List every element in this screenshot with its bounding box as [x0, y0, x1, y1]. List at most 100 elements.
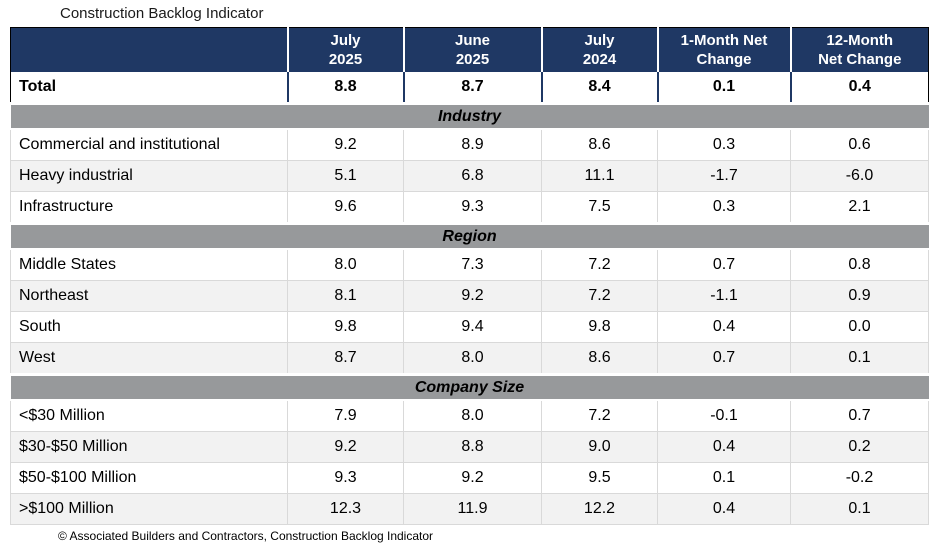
value-cell: 9.5 [541, 462, 658, 494]
row-label: >$100 Million [10, 493, 288, 525]
value-cell: 0.9 [790, 280, 929, 312]
value-cell: 0.8 [790, 248, 929, 281]
value-cell: 9.8 [287, 311, 404, 343]
value-cell: 0.1 [790, 342, 929, 375]
value-cell: 9.2 [403, 280, 542, 312]
value-cell: 0.4 [657, 431, 791, 463]
row-label: Commercial and institutional [10, 128, 288, 161]
table-row: $30-$50 Million 9.2 8.8 9.0 0.4 0.2 [10, 431, 929, 463]
value-cell: 2.1 [790, 191, 929, 224]
row-label: Total [10, 72, 288, 104]
value-cell: -0.1 [657, 399, 791, 432]
value-cell: 8.6 [541, 128, 658, 161]
backlog-table: July 2025 June 2025 July 2024 1-Month Ne… [10, 27, 929, 525]
value-cell: 8.0 [403, 399, 542, 432]
value-cell: 7.3 [403, 248, 542, 281]
value-cell: 9.3 [403, 191, 542, 224]
section-band-industry: Industry [10, 102, 929, 130]
value-cell: 8.7 [402, 72, 542, 104]
column-header-july-2024: July 2024 [540, 27, 658, 72]
column-header-june-2025: June 2025 [402, 27, 542, 72]
row-label: Northeast [10, 280, 288, 312]
value-cell: 7.2 [541, 280, 658, 312]
value-cell: 0.6 [790, 128, 929, 161]
row-label: $30-$50 Million [10, 431, 288, 463]
value-cell: 11.9 [403, 493, 542, 525]
value-cell: 8.8 [286, 72, 404, 104]
value-cell: 8.7 [287, 342, 404, 375]
section-band-label: Company Size [10, 373, 929, 401]
value-cell: 8.9 [403, 128, 542, 161]
value-cell: 0.3 [657, 191, 791, 224]
value-cell: 11.1 [541, 160, 658, 192]
header-row: July 2025 June 2025 July 2024 1-Month Ne… [10, 27, 929, 72]
value-cell: 9.3 [287, 462, 404, 494]
value-cell: 8.0 [403, 342, 542, 375]
value-cell: 5.1 [287, 160, 404, 192]
value-cell: 9.6 [287, 191, 404, 224]
value-cell: -0.2 [790, 462, 929, 494]
section-band-region: Region [10, 222, 929, 250]
column-header-1-month-net-change: 1-Month Net Change [656, 27, 791, 72]
value-cell: 0.4 [657, 311, 791, 343]
page-title: Construction Backlog Indicator [60, 5, 264, 22]
value-cell: 0.1 [790, 493, 929, 525]
row-label: Heavy industrial [10, 160, 288, 192]
value-cell: 9.2 [403, 462, 542, 494]
value-cell: 8.6 [541, 342, 658, 375]
table-row: <$30 Million 7.9 8.0 7.2 -0.1 0.7 [10, 399, 929, 432]
table-row: Northeast 8.1 9.2 7.2 -1.1 0.9 [10, 280, 929, 312]
value-cell: 0.4 [657, 493, 791, 525]
value-cell: 0.3 [657, 128, 791, 161]
table-row: $50-$100 Million 9.3 9.2 9.5 0.1 -0.2 [10, 462, 929, 494]
value-cell: 0.1 [657, 462, 791, 494]
value-cell: 7.2 [541, 248, 658, 281]
value-cell: 9.0 [541, 431, 658, 463]
value-cell: 0.4 [789, 72, 929, 104]
section-band-label: Region [10, 222, 929, 250]
column-header-blank [10, 27, 288, 72]
value-cell: 8.8 [403, 431, 542, 463]
value-cell: 0.7 [657, 248, 791, 281]
value-cell: 0.2 [790, 431, 929, 463]
value-cell: 9.8 [541, 311, 658, 343]
value-cell: -1.7 [657, 160, 791, 192]
row-label: Middle States [10, 248, 288, 281]
section-band-company-size: Company Size [10, 373, 929, 401]
column-header-july-2025: July 2025 [286, 27, 404, 72]
column-header-12-month-net-change: 12-Month Net Change [789, 27, 929, 72]
total-row: Total 8.8 8.7 8.4 0.1 0.4 [10, 72, 929, 104]
value-cell: 9.4 [403, 311, 542, 343]
value-cell: 9.2 [287, 431, 404, 463]
value-cell: 0.7 [657, 342, 791, 375]
value-cell: -6.0 [790, 160, 929, 192]
footer-caption: © Associated Builders and Contractors, C… [58, 529, 434, 543]
value-cell: 8.0 [287, 248, 404, 281]
value-cell: 8.4 [540, 72, 658, 104]
value-cell: 0.1 [656, 72, 791, 104]
row-label: South [10, 311, 288, 343]
value-cell: 7.5 [541, 191, 658, 224]
value-cell: 12.3 [287, 493, 404, 525]
row-label: Infrastructure [10, 191, 288, 224]
row-label: <$30 Million [10, 399, 288, 432]
value-cell: 9.2 [287, 128, 404, 161]
section-band-label: Industry [10, 102, 929, 130]
value-cell: 12.2 [541, 493, 658, 525]
row-label: $50-$100 Million [10, 462, 288, 494]
table-row: Commercial and institutional 9.2 8.9 8.6… [10, 128, 929, 161]
value-cell: 7.2 [541, 399, 658, 432]
value-cell: 6.8 [403, 160, 542, 192]
value-cell: 8.1 [287, 280, 404, 312]
value-cell: 0.7 [790, 399, 929, 432]
table-row: >$100 Million 12.3 11.9 12.2 0.4 0.1 [10, 493, 929, 525]
table-row: Infrastructure 9.6 9.3 7.5 0.3 2.1 [10, 191, 929, 224]
table-row: Middle States 8.0 7.3 7.2 0.7 0.8 [10, 248, 929, 281]
row-label: West [10, 342, 288, 375]
table-row: West 8.7 8.0 8.6 0.7 0.1 [10, 342, 929, 375]
value-cell: 7.9 [287, 399, 404, 432]
value-cell: 0.0 [790, 311, 929, 343]
table-row: South 9.8 9.4 9.8 0.4 0.0 [10, 311, 929, 343]
table-row: Heavy industrial 5.1 6.8 11.1 -1.7 -6.0 [10, 160, 929, 192]
